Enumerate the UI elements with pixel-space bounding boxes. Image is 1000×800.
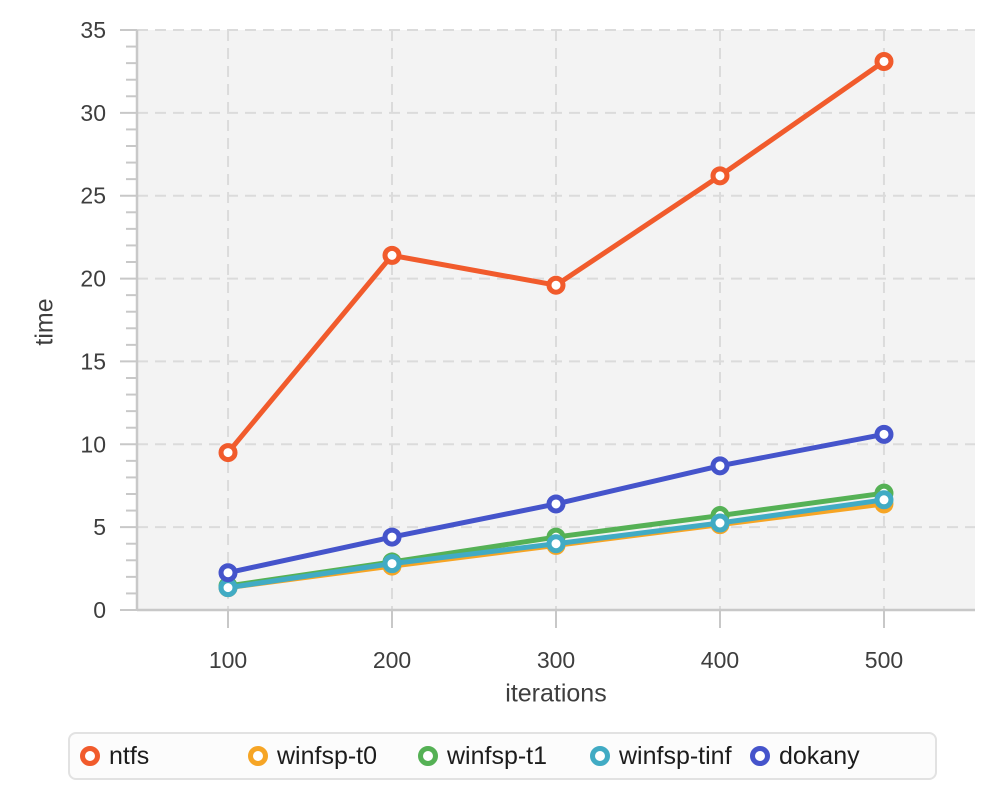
- data-point-dokany-500: [874, 424, 894, 444]
- x-tick-label: 400: [701, 647, 739, 673]
- y-tick-label: 35: [80, 17, 106, 43]
- data-point-dokany-300: [546, 494, 566, 514]
- x-tick-label: 200: [373, 647, 411, 673]
- legend-marker-winfsp-tinf: [590, 746, 610, 766]
- data-point-winfsp-tinf-400: [710, 513, 730, 533]
- data-point-winfsp-tinf-100: [218, 578, 238, 598]
- data-point-ntfs-300: [546, 275, 566, 295]
- legend-marker-ntfs: [80, 746, 100, 766]
- x-tick-label: 100: [209, 647, 247, 673]
- legend-item-winfsp-tinf[interactable]: winfsp-tinf: [590, 734, 732, 778]
- x-tick-label: 500: [865, 647, 903, 673]
- legend-item-ntfs[interactable]: ntfs: [80, 734, 149, 778]
- data-point-ntfs-100: [218, 443, 238, 463]
- data-point-ntfs-400: [710, 166, 730, 186]
- legend: ntfs winfsp-t0 winfsp-t1 winfsp-tinf dokany: [68, 732, 937, 780]
- legend-label-winfsp-t1: winfsp-t1: [447, 741, 548, 770]
- data-point-ntfs-200: [382, 245, 402, 265]
- legend-label-winfsp-t0: winfsp-t0: [277, 741, 378, 770]
- legend-label-winfsp-tinf: winfsp-tinf: [619, 741, 732, 770]
- y-tick-label: 0: [93, 597, 106, 623]
- y-axis-title: time: [30, 298, 59, 346]
- legend-marker-dokany: [750, 746, 770, 766]
- data-point-winfsp-tinf-300: [546, 534, 566, 554]
- data-point-dokany-100: [218, 563, 238, 583]
- y-tick-label: 25: [80, 183, 106, 209]
- data-point-ntfs-500: [874, 51, 894, 71]
- data-point-winfsp-tinf-500: [874, 490, 894, 510]
- legend-label-ntfs: ntfs: [109, 741, 150, 770]
- legend-item-winfsp-t0[interactable]: winfsp-t0: [248, 734, 377, 778]
- legend-item-winfsp-t1[interactable]: winfsp-t1: [418, 734, 547, 778]
- line-chart: 0 5 10 15 20 25 30 35 100 200 300 400 500: [80, 17, 975, 673]
- y-tick-label: 30: [80, 100, 106, 126]
- y-tick-label: 15: [80, 348, 106, 374]
- y-tick-label: 10: [80, 431, 106, 457]
- x-axis-title: iterations: [505, 679, 607, 708]
- data-point-dokany-400: [710, 456, 730, 476]
- y-tick-label: 20: [80, 266, 106, 292]
- legend-marker-winfsp-t1: [418, 746, 438, 766]
- legend-label-dokany: dokany: [779, 741, 860, 770]
- y-tick-label: 5: [93, 514, 106, 540]
- legend-marker-winfsp-t0: [248, 746, 268, 766]
- data-point-dokany-200: [382, 527, 402, 547]
- legend-item-dokany[interactable]: dokany: [750, 734, 860, 778]
- data-point-winfsp-tinf-200: [382, 554, 402, 574]
- x-tick-label: 300: [537, 647, 575, 673]
